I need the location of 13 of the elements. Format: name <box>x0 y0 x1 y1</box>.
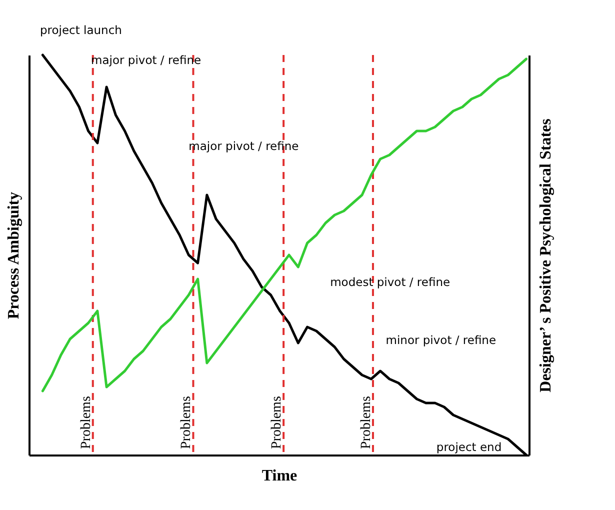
annotation: major pivot / refine <box>91 53 202 67</box>
annotation: modest pivot / refine <box>330 275 450 289</box>
text: project launch <box>40 23 122 37</box>
annotation: Problems <box>270 396 285 449</box>
annotation: minor pivot / refine <box>386 333 496 347</box>
y-axis-title: Process Ambiguity <box>6 192 22 320</box>
y2-axis-title: Designer’ s Positive Psychological States <box>538 118 554 392</box>
annotation: major pivot / refine <box>188 139 299 153</box>
annotation: project end <box>436 440 502 454</box>
annotation: Problems <box>358 396 374 449</box>
annotation: Problems <box>78 396 94 449</box>
x-axis-title: Time <box>262 468 298 484</box>
annotation: Problems <box>179 396 194 449</box>
